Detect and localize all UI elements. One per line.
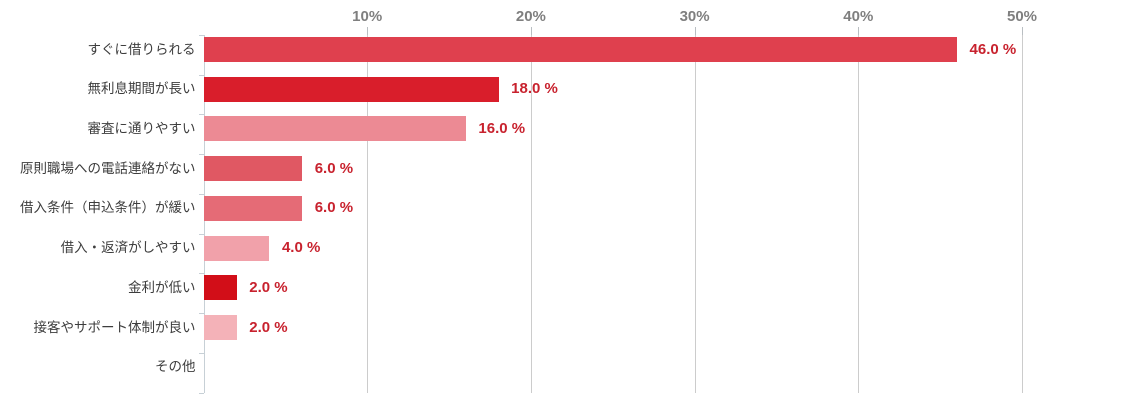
x-tick-label: 20% bbox=[515, 8, 546, 25]
gridline bbox=[694, 35, 696, 393]
y-tick-mark bbox=[198, 193, 204, 195]
y-tick-mark bbox=[198, 273, 204, 275]
bar bbox=[204, 315, 237, 341]
y-tick-mark bbox=[198, 154, 204, 156]
y-tick-mark bbox=[198, 313, 204, 315]
bar bbox=[204, 235, 270, 261]
y-tick-mark bbox=[198, 233, 204, 235]
value-label: 2.0 % bbox=[249, 318, 288, 336]
y-tick-mark bbox=[198, 392, 204, 394]
x-tick-mark bbox=[530, 27, 532, 35]
category-label: 無利息期間が長い bbox=[87, 81, 196, 97]
category-label: 金利が低い bbox=[128, 279, 196, 295]
y-tick-mark bbox=[198, 352, 204, 354]
value-label: 16.0 % bbox=[478, 119, 526, 137]
value-label: 2.0 % bbox=[249, 278, 288, 296]
x-tick-mark bbox=[1022, 27, 1023, 35]
x-tick-mark bbox=[694, 27, 696, 35]
y-tick-mark bbox=[198, 114, 204, 116]
value-label: 46.0 % bbox=[969, 40, 1017, 58]
category-label: 審査に通りやすい bbox=[87, 120, 196, 136]
gridline bbox=[858, 35, 860, 393]
x-tick-label: 40% bbox=[843, 8, 874, 25]
gridline bbox=[367, 35, 369, 393]
category-label: 借入条件（申込条件）が緩い bbox=[20, 200, 196, 216]
category-label: 原則職場への電話連絡がない bbox=[20, 160, 196, 176]
category-label: 接客やサポート体制が良い bbox=[33, 319, 196, 335]
x-tick-label: 10% bbox=[352, 8, 383, 25]
bar bbox=[204, 275, 237, 301]
value-label: 6.0 % bbox=[314, 199, 354, 217]
y-tick-mark bbox=[198, 35, 204, 36]
category-label: すぐに借りられる bbox=[87, 41, 196, 57]
category-label: 借入・返済がしやすい bbox=[60, 240, 196, 256]
x-tick-label: 50% bbox=[1006, 8, 1038, 25]
gridline bbox=[530, 35, 532, 393]
bar bbox=[204, 156, 303, 182]
x-tick-mark bbox=[367, 27, 369, 35]
x-tick-label: 30% bbox=[679, 8, 710, 25]
bar bbox=[204, 37, 958, 62]
bar bbox=[204, 76, 499, 102]
bar bbox=[204, 195, 303, 221]
y-tick-mark bbox=[198, 74, 204, 76]
bar bbox=[204, 116, 466, 142]
value-label: 18.0 % bbox=[511, 80, 558, 98]
x-tick-mark bbox=[858, 27, 860, 35]
category-label: その他 bbox=[155, 359, 196, 375]
value-label: 4.0 % bbox=[281, 239, 321, 257]
gridline bbox=[1022, 35, 1023, 393]
value-label: 6.0 % bbox=[314, 159, 354, 177]
